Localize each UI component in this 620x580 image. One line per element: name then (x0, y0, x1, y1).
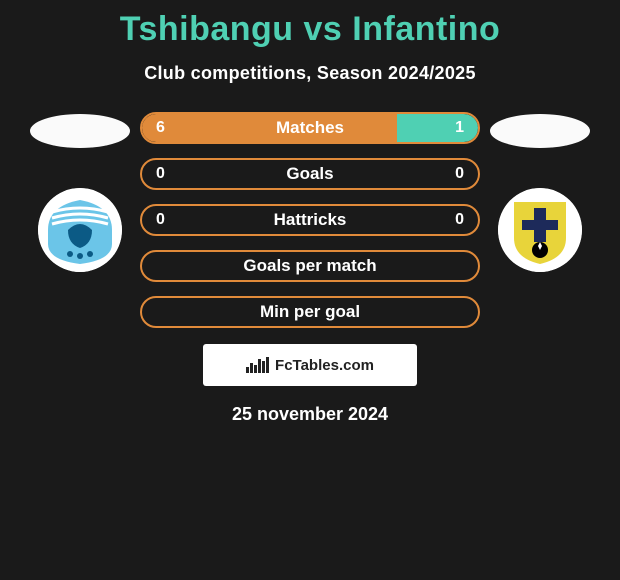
stat-fill-left (142, 114, 397, 142)
stat-label: Hattricks (274, 210, 347, 230)
stat-bar: 0 0 Hattricks (140, 204, 480, 236)
page-title: Tshibangu vs Infantino (120, 10, 501, 49)
left-avatar (30, 114, 130, 148)
stat-value-left: 0 (156, 165, 165, 183)
stat-bar: Goals per match (140, 250, 480, 282)
root: Tshibangu vs Infantino Club competitions… (0, 0, 620, 425)
stat-value-right: 1 (455, 119, 464, 137)
stat-bars: 6 1 Matches 0 0 Goals 0 0 Hattricks Goals per mat… (140, 112, 480, 328)
bar-chart-icon (246, 357, 269, 373)
stat-label: Goals per match (243, 256, 376, 276)
stat-label: Goals (286, 164, 333, 184)
stat-bar: 6 1 Matches (140, 112, 480, 144)
stat-bar: 0 0 Goals (140, 158, 480, 190)
page-subtitle: Club competitions, Season 2024/2025 (144, 63, 476, 84)
watermark-text: FcTables.com (275, 357, 374, 374)
right-club-badge-icon (498, 188, 582, 272)
right-club-logo (498, 188, 582, 272)
stat-value-right: 0 (455, 165, 464, 183)
stat-label: Min per goal (260, 302, 360, 322)
stat-value-right: 0 (455, 211, 464, 229)
left-player-col (20, 112, 140, 272)
left-club-badge-icon (38, 188, 122, 272)
stat-value-left: 0 (156, 211, 165, 229)
stats-area: 6 1 Matches 0 0 Goals 0 0 Hattricks Goals per mat… (0, 112, 620, 328)
date-label: 25 november 2024 (232, 404, 388, 425)
stat-fill-right (397, 114, 478, 142)
left-club-logo (38, 188, 122, 272)
stat-bar: Min per goal (140, 296, 480, 328)
right-avatar (490, 114, 590, 148)
right-player-col (480, 112, 600, 272)
watermark: FcTables.com (203, 344, 417, 386)
stat-label: Matches (276, 118, 344, 138)
stat-value-left: 6 (156, 119, 165, 137)
